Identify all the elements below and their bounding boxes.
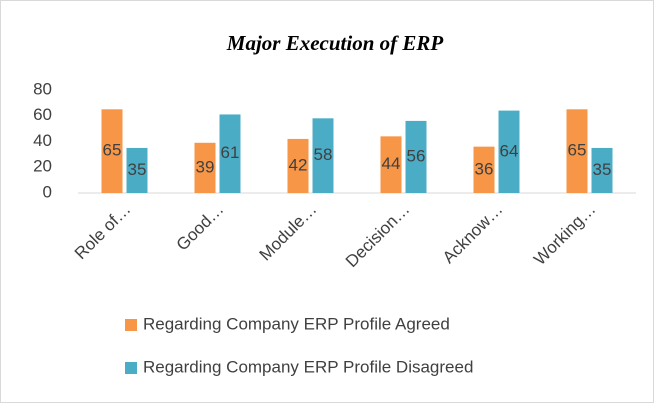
data-label: 35 [593,160,612,179]
data-label: 39 [196,157,215,176]
legend-swatch [125,362,137,374]
bar [287,138,309,193]
y-tick-label: 40 [33,131,52,150]
bar [101,109,123,193]
data-label: 35 [128,160,147,179]
data-label: 61 [221,143,240,162]
bar [194,142,216,193]
bar [591,147,613,193]
bar [126,147,148,193]
chart-title: Major Execution of ERP [226,31,444,55]
bar [566,109,588,193]
bar [473,146,495,193]
bar [312,118,334,193]
y-tick-label: 60 [33,105,52,124]
data-label: 44 [382,154,401,173]
data-label: 65 [568,141,587,160]
data-label: 58 [314,145,333,164]
bar [219,114,241,193]
data-label: 56 [407,146,426,165]
bar [405,120,427,193]
data-label: 36 [475,159,494,178]
legend-swatch [125,319,137,331]
bar [380,136,402,193]
data-label: 42 [289,155,308,174]
y-tick-label: 20 [33,157,52,176]
y-tick-label: 80 [33,79,52,98]
bar [498,110,520,193]
data-label: 65 [103,141,122,160]
y-tick-label: 0 [43,182,52,201]
data-label: 64 [500,141,519,160]
legend-label: Regarding Company ERP Profile Disagreed [143,357,473,376]
legend-label: Regarding Company ERP Profile Agreed [143,314,450,333]
